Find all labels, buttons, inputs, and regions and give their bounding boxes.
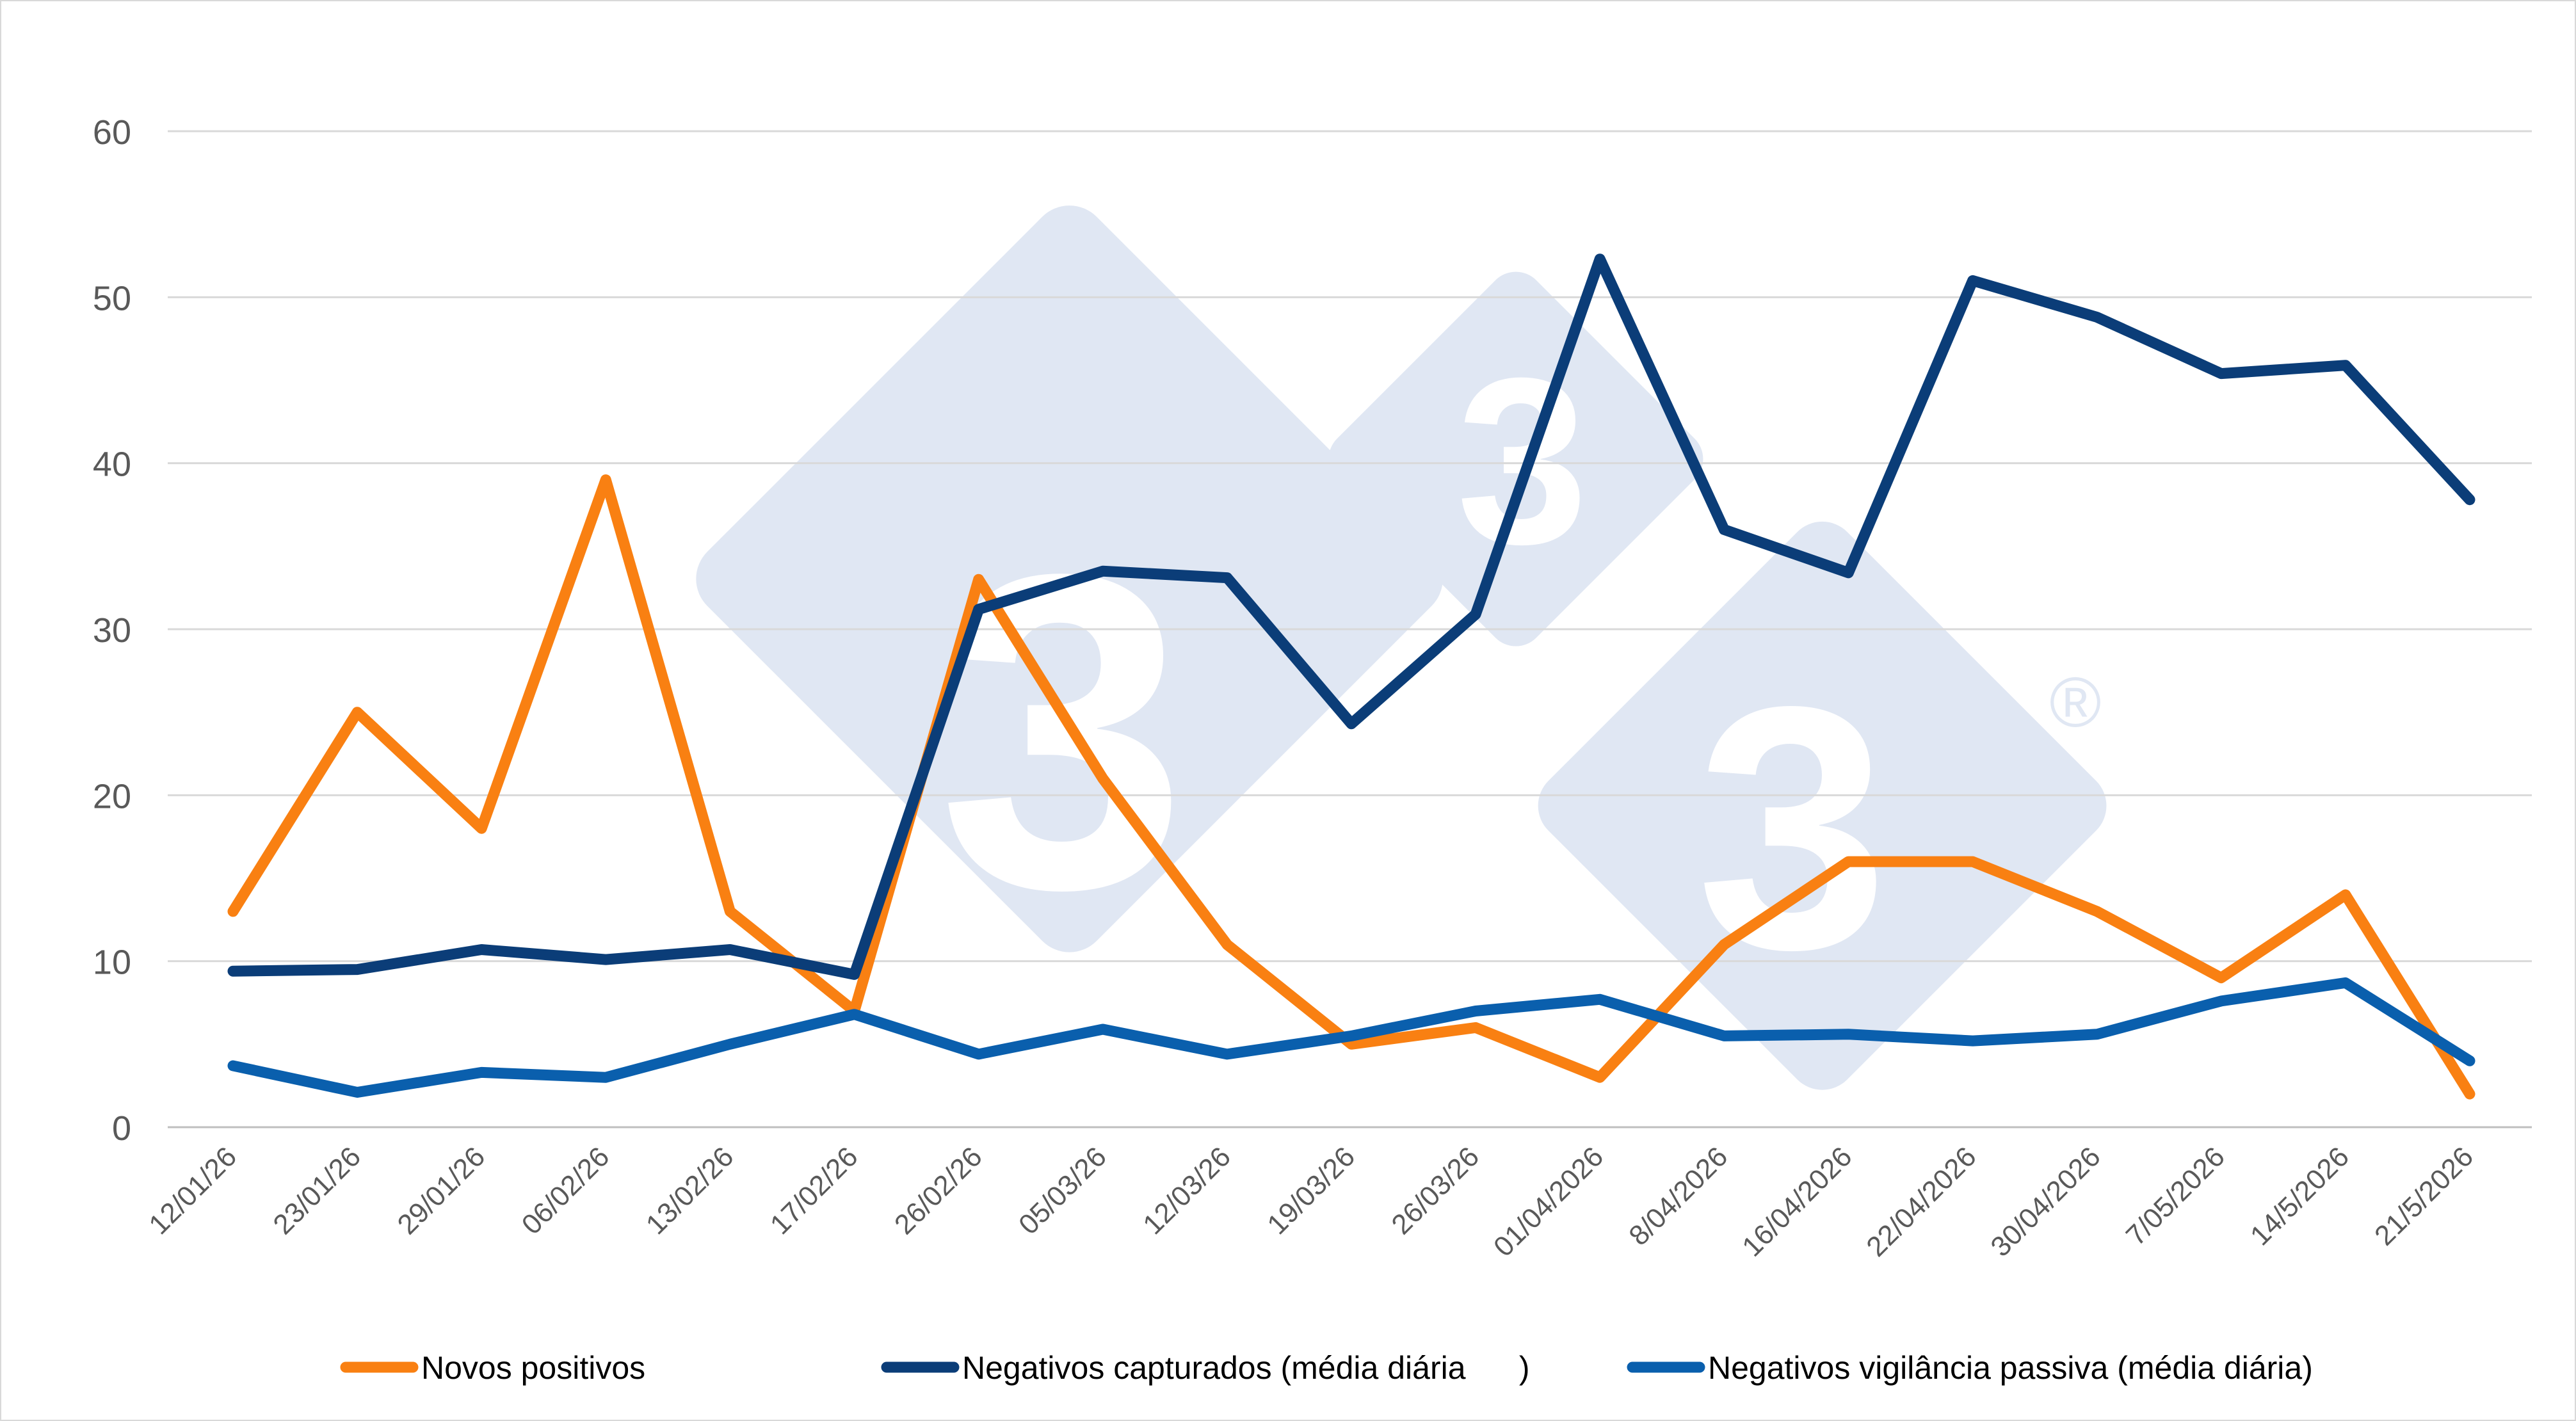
x-tick-label: 7/05/2026 <box>2120 1141 2231 1251</box>
x-tick-label: 12/01/26 <box>143 1141 243 1240</box>
x-tick-label: 12/03/26 <box>1137 1141 1237 1240</box>
x-tick-label: 29/01/26 <box>392 1141 492 1240</box>
x-tick-label: 30/04/2026 <box>1984 1141 2106 1262</box>
x-tick-label: 14/5/2026 <box>2244 1141 2355 1251</box>
legend-label-1: Novos positivos <box>421 1350 645 1386</box>
legend-label-3: Negativos vigilância passiva (média diár… <box>1708 1350 2313 1386</box>
x-tick-label: 01/04/2026 <box>1488 1141 1609 1262</box>
x-tick-label: 06/02/26 <box>516 1141 616 1240</box>
y-tick-label: 30 <box>93 611 131 650</box>
y-tick-label: 0 <box>112 1109 131 1148</box>
x-tick-label: 22/04/2026 <box>1860 1141 1982 1262</box>
legend-label-2: Negativos capturados (média diária ) <box>962 1350 1530 1386</box>
x-tick-label: 26/02/26 <box>889 1141 988 1240</box>
watermark-digit-top: 3 <box>1456 329 1588 593</box>
x-tick-label: 16/04/2026 <box>1736 1141 1858 1262</box>
y-tick-label: 20 <box>93 777 131 815</box>
x-tick-label: 13/02/26 <box>640 1141 740 1240</box>
x-tick-label: 19/03/26 <box>1261 1141 1361 1240</box>
y-tick-label: 40 <box>93 446 131 484</box>
watermark-digit-left: 3 <box>938 481 1187 982</box>
x-tick-label: 17/02/26 <box>764 1141 864 1240</box>
y-tick-label: 10 <box>93 943 131 982</box>
watermark-digit-right: 3 <box>1696 635 1888 1021</box>
x-tick-label: 23/01/26 <box>267 1141 367 1240</box>
x-tick-label: 05/03/26 <box>1013 1141 1113 1240</box>
watermark-diamond-right <box>1538 521 2107 1090</box>
x-tick-label: 21/5/2026 <box>2369 1141 2479 1251</box>
x-tick-label: 8/04/2026 <box>1623 1141 1734 1251</box>
series-line-3 <box>227 977 2475 1098</box>
watermark-registered-mark: ® <box>2049 663 2101 742</box>
y-tick-label: 50 <box>93 279 131 317</box>
watermark-logo: 3 3 3 ® <box>696 205 2107 1090</box>
y-tick-label: 60 <box>93 113 131 152</box>
watermark-diamond-top <box>1328 271 1703 646</box>
x-tick-label: 26/03/26 <box>1385 1141 1485 1240</box>
